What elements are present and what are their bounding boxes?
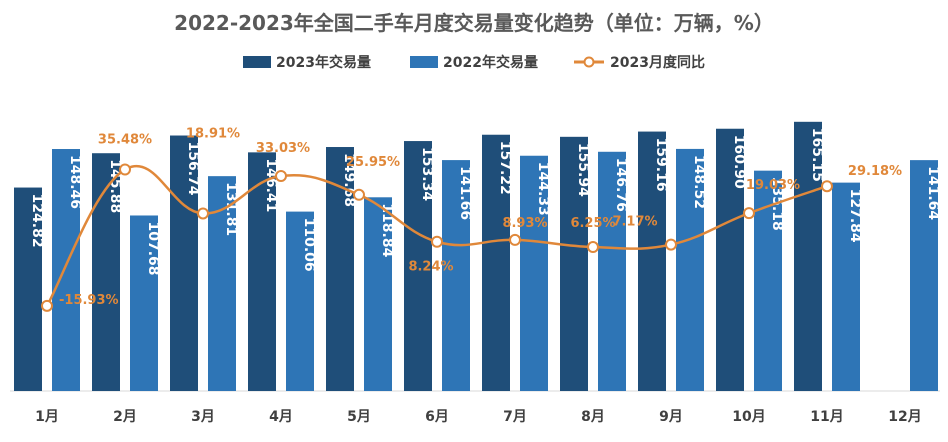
x-tick-10: 10月 (732, 409, 765, 425)
bar-2023-7 (482, 134, 510, 392)
x-tick-11: 11月 (810, 409, 843, 425)
bar-2023-9 (638, 131, 666, 391)
bar-label-2022-11: 127.84 (847, 189, 863, 243)
yoy-point-4 (275, 170, 287, 183)
bar-2022-12 (910, 160, 938, 391)
bar-label-2022-4: 110.06 (301, 218, 317, 272)
yoy-point-10 (743, 207, 755, 220)
legend-item-2: 2022年交易量 (410, 54, 538, 71)
x-tick-4: 4月 (269, 409, 293, 425)
yoy-point-9 (665, 238, 677, 251)
yoy-label-1: -15.93% (59, 293, 119, 308)
bar-label-2022-3: 131.81 (223, 182, 239, 236)
x-tick-2: 2月 (113, 409, 137, 425)
bar-2022-4 (286, 211, 314, 391)
x-tick-7: 7月 (503, 409, 527, 425)
yoy-point-11 (821, 180, 833, 193)
bar-2022-7 (520, 155, 548, 391)
legend-marker (583, 56, 595, 68)
yoy-line: -15.93% 35.48% 18.91% 33.03% 25.95% 8.24% 8.93… (41, 126, 902, 312)
yoy-point-2 (119, 163, 131, 176)
bar-label-2022-1: 148.46 (67, 155, 83, 209)
yoy-label-6: 8.24% (408, 260, 453, 275)
bar-2023-4 (248, 152, 276, 391)
bar-label-2023-4: 146.41 (263, 158, 279, 212)
bar-label-2023-9: 159.16 (653, 138, 669, 192)
yoy-point-8 (587, 241, 599, 254)
x-tick-8: 8月 (581, 409, 605, 425)
yoy-label-10: 19.03% (746, 178, 800, 193)
bar-2023-3 (170, 135, 198, 391)
bar-label-2022-8: 146.76 (613, 158, 629, 212)
bar-2023-10 (716, 128, 744, 391)
yoy-label-8: 6.25% (570, 216, 615, 231)
yoy-label-7: 8.93% (502, 216, 547, 231)
bar-2022-11 (832, 182, 860, 391)
legend: 2023年交易量 2022年交易量 2023月度同比 (243, 54, 705, 71)
yoy-point-6 (431, 235, 443, 248)
bar-2023-6 (404, 141, 432, 391)
x-tick-12: 12月 (888, 409, 921, 425)
legend-item-1: 2023年交易量 (243, 54, 371, 71)
bar-2022-5 (364, 197, 392, 391)
bar-2022-9 (676, 148, 704, 391)
legend-label: 2023月度同比 (610, 54, 705, 71)
legend-item-3: 2023月度同比 (574, 54, 705, 71)
bar-label-2022-7: 144.33 (535, 162, 551, 216)
bar-label-2023-11: 165.15 (809, 128, 825, 182)
bar-label-2022-9: 148.52 (691, 155, 707, 209)
bar-2023-11 (794, 121, 822, 392)
yoy-point-7 (509, 233, 521, 246)
bar-label-2022-6: 141.66 (457, 166, 473, 220)
yoy-point-1 (41, 299, 53, 312)
bar-2022-6 (442, 160, 470, 391)
yoy-label-4: 33.03% (256, 141, 310, 156)
bar-label-2023-10: 160.90 (731, 135, 747, 189)
yoy-point-5 (353, 188, 365, 201)
x-ticks: 1月 2月 3月 4月 5月 6月 7月 8月 9月 10月 11月 12月 (35, 409, 922, 425)
chart-title: 2022-2023年全国二手车月度交易量变化趋势（单位：万辆，%） (174, 11, 774, 35)
bar-2022-1 (52, 149, 80, 391)
x-tick-6: 6月 (425, 409, 449, 425)
bar-label-2022-2: 107.68 (145, 221, 161, 275)
bar-label-2023-3: 156.74 (185, 142, 201, 196)
legend-swatch (243, 56, 271, 68)
yoy-label-5: 25.95% (346, 155, 400, 170)
yoy-point-3 (197, 207, 209, 220)
yoy-label-3: 18.91% (186, 126, 240, 141)
yoy-label-2: 35.48% (98, 133, 152, 148)
bar-label-2023-6: 153.34 (419, 147, 435, 201)
bar-label-2023-7: 157.22 (497, 141, 513, 195)
bar-2022-2 (130, 215, 158, 391)
yoy-line-path (45, 165, 828, 307)
bar-2022-8 (598, 151, 626, 391)
bar-label-2023-1: 124.82 (29, 194, 45, 248)
x-tick-1: 1月 (35, 409, 59, 425)
yoy-label-11: 29.18% (848, 164, 902, 179)
bar-label-2022-5: 118.84 (379, 203, 395, 257)
x-tick-3: 3月 (191, 409, 215, 425)
legend-swatch (410, 56, 438, 68)
bar-2023-2 (92, 153, 120, 391)
legend-label: 2022年交易量 (443, 54, 538, 71)
bar-2023-1 (14, 187, 42, 391)
x-tick-5: 5月 (347, 409, 371, 425)
bar-label-2022-12: 141.64 (925, 166, 941, 220)
bar-label-2023-8: 155.94 (575, 143, 591, 197)
legend-label: 2023年交易量 (276, 54, 371, 71)
bar-2023-8 (560, 136, 588, 391)
x-tick-9: 9月 (659, 409, 683, 425)
yoy-label-9: 7.17% (612, 215, 657, 230)
